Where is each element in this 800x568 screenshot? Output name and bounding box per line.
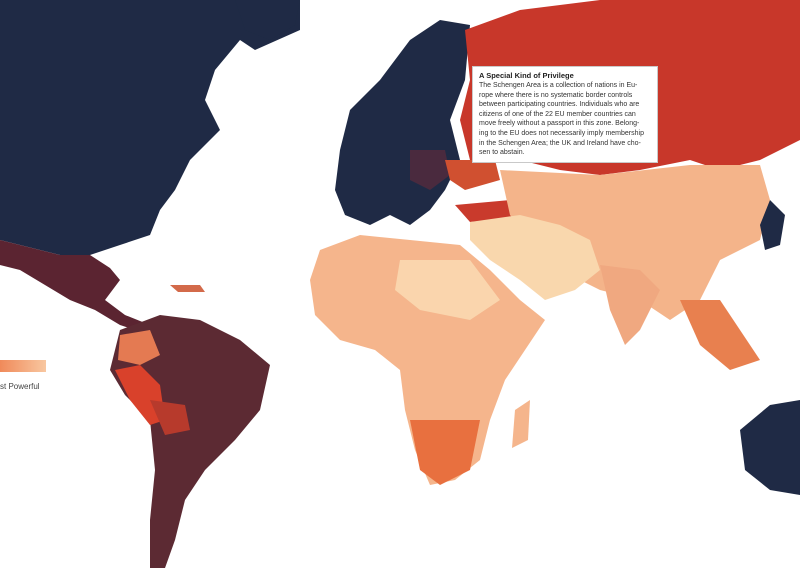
legend-gradient [0,360,46,372]
callout-line: rope where there is no systematic border… [479,91,633,99]
southern-africa [410,420,480,485]
north-america [0,0,300,255]
callout-title: A Special Kind of Privilege [479,71,574,80]
madagascar [512,400,530,448]
middle-east [470,215,600,300]
southeast-asia [680,300,760,370]
japan [760,200,785,250]
turkey [455,200,515,222]
sahel [395,260,500,320]
ukraine [445,160,500,190]
greenland [235,0,300,40]
callout-body: The Schengen Area is a collection of nat… [479,81,651,158]
legend-label: st Powerful [0,382,40,391]
peru [115,365,165,425]
eastern-europe [410,150,450,190]
info-callout: A Special Kind of Privilege The Schengen… [472,66,658,163]
callout-line: sen to abstain. [479,149,525,157]
callout-line: citizens of one of the 22 EU member coun… [479,110,636,118]
callout-line: The Schengen Area is a collection of nat… [479,82,638,89]
central-america [0,240,170,340]
australia [740,400,800,495]
bolivia [150,400,190,435]
central-asia [500,165,770,320]
callout-line: move freely without a passport in this z… [479,120,640,128]
europe [335,20,470,225]
india [600,265,660,345]
callout-line: in the Schengen Area; the UK and Ireland… [479,139,641,147]
callout-line: ing to the EU does not necessarily imply… [479,129,644,137]
colombia [118,330,160,365]
callout-line: between participating countries. Individ… [479,101,640,109]
caribbean [170,285,205,292]
